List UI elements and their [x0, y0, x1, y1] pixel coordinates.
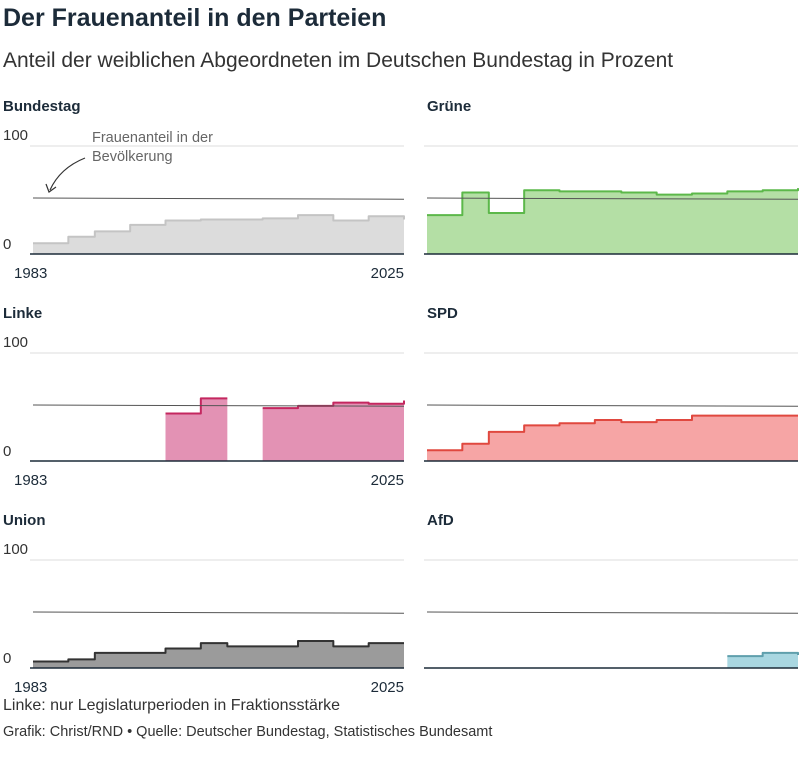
y-tick-label: 0 — [3, 650, 11, 667]
population-reference-line — [426, 611, 799, 614]
annotation-label: Bevölkerung — [92, 149, 173, 165]
panel-afd: AfD — [424, 512, 799, 669]
population-reference-line — [32, 404, 405, 407]
panel-title: SPD — [427, 305, 458, 322]
footnote: Linke: nur Legislaturperioden in Fraktio… — [3, 697, 341, 714]
y-tick-label: 0 — [3, 443, 11, 460]
population-reference-line — [32, 611, 405, 614]
series-area — [427, 188, 798, 254]
annotation-arrow — [49, 157, 86, 191]
panel-title: Union — [3, 512, 46, 529]
population-reference-line — [426, 197, 799, 200]
panel-title: Grüne — [427, 98, 471, 115]
y-tick-label: 100 — [3, 541, 28, 558]
annotation-arrowhead — [45, 183, 57, 193]
credits: Grafik: Christ/RND • Quelle: Deutscher B… — [3, 724, 493, 740]
series-area — [33, 641, 404, 668]
panel-title: Linke — [3, 305, 42, 322]
series-line — [33, 214, 405, 245]
chart-title: Der Frauenanteil in den Parteien — [3, 4, 387, 32]
series-area — [165, 398, 228, 461]
series-line — [262, 400, 405, 410]
x-tick-label: 2025 — [371, 679, 404, 696]
y-tick-label: 100 — [3, 127, 28, 144]
series-area — [33, 215, 404, 254]
x-tick-label: 2025 — [371, 472, 404, 489]
x-tick-label: 2025 — [371, 265, 404, 282]
series-line — [727, 651, 799, 658]
y-tick-label: 100 — [3, 334, 28, 351]
series-area — [262, 400, 404, 461]
panel-spd: SPD — [424, 305, 799, 462]
population-annotation: Frauenanteil in der Bevölkerung — [45, 130, 213, 193]
panel-title: AfD — [427, 512, 454, 529]
chart-subtitle: Anteil der weiblichen Abgeordneten im De… — [3, 49, 674, 72]
annotation-label: Frauenanteil in der — [92, 130, 213, 146]
x-tick-label: 1983 — [14, 265, 47, 282]
x-tick-label: 1983 — [14, 679, 47, 696]
x-tick-label: 1983 — [14, 472, 47, 489]
y-tick-label: 0 — [3, 236, 11, 253]
panel-gr-ne: Grüne — [424, 98, 799, 255]
panel-title: Bundestag — [3, 98, 81, 115]
series-line — [33, 640, 404, 663]
population-reference-line — [32, 197, 405, 200]
series-line — [427, 414, 798, 452]
series-line — [427, 188, 799, 217]
series-area — [427, 415, 798, 461]
population-reference-line — [426, 404, 799, 407]
